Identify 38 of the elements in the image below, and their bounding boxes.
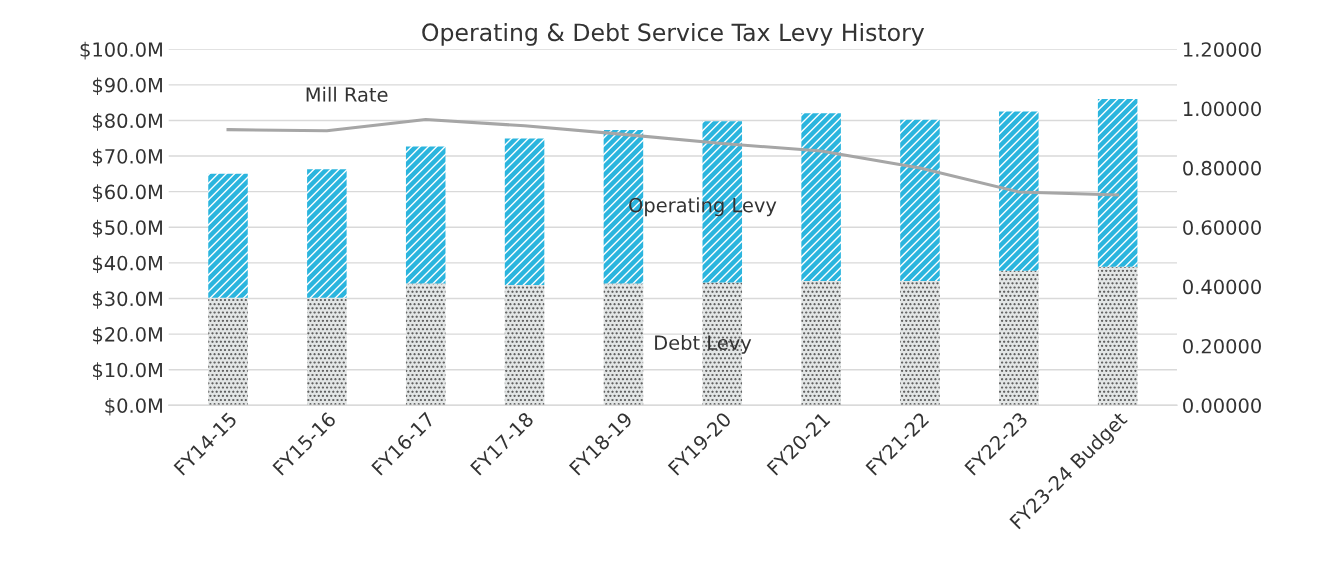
bar [208,173,248,298]
y-tick-label: $40.0M [93,255,162,274]
y-tick-label: $10.0M [93,362,162,380]
bar [900,119,940,282]
y-tick-label: $30.0M [93,291,162,309]
line-series [226,118,1120,197]
bar [405,146,446,284]
bar [900,281,940,406]
bar [999,270,1039,406]
chart-title: Operating & Debt Service Tax Levy History [422,22,925,46]
y2-tick-label: 0.40000 [1183,279,1261,295]
bar [405,283,446,406]
y-tick-label: $90.0M [93,77,162,96]
bar [504,284,545,406]
bar [999,111,1039,271]
y2-tick-label: 0.60000 [1183,220,1261,235]
y2-tick-label: 0.00000 [1183,398,1261,413]
series-label: Mill Rate [306,86,388,102]
y-tick-label: $20.0M [93,326,162,345]
bar [307,297,347,406]
bar [1097,266,1138,406]
y2-tick-label: 0.80000 [1183,160,1261,176]
bar [504,138,545,285]
y2-tick-label: 1.20000 [1183,42,1261,57]
bar [208,297,248,406]
y-tick-label: $0.0M [105,397,162,416]
bar [801,281,841,406]
y-tick-label: $50.0M [93,219,162,238]
y2-tick-label: 0.20000 [1183,338,1261,354]
bar [603,283,644,406]
y2-tick-label: 1.00000 [1183,101,1261,117]
y-tick-label: $70.0M [93,148,162,167]
y-tick-label: $60.0M [93,184,162,202]
y-tick-label: $80.0M [93,113,162,131]
bar [307,169,347,298]
bar [1097,99,1138,267]
bar [801,113,841,282]
y-tick-label: $100.0M [80,41,162,60]
